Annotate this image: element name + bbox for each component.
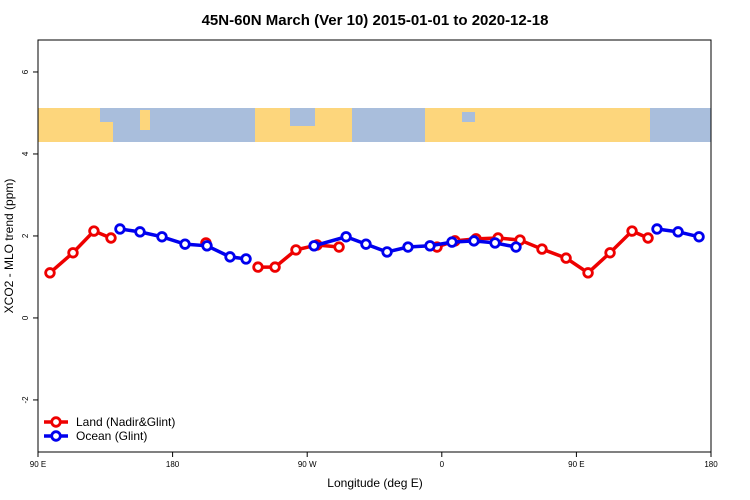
data-point <box>446 236 458 248</box>
legend-swatch <box>50 416 62 428</box>
data-point <box>114 223 126 235</box>
x-tick-label: 0 <box>440 460 445 469</box>
map-land <box>140 110 150 130</box>
map-band <box>38 108 711 142</box>
data-point <box>651 223 663 235</box>
data-point <box>134 226 146 238</box>
legend-swatch <box>50 430 62 442</box>
y-axis-label: XCO2 - MLO trend (ppm) <box>2 179 16 314</box>
data-point <box>626 225 638 237</box>
data-point <box>156 231 168 243</box>
y-tick-label: 6 <box>21 69 30 74</box>
data-point <box>333 241 345 253</box>
x-tick-label: 180 <box>166 460 180 469</box>
data-point <box>269 261 281 273</box>
x-tick-label: 90 E <box>30 460 46 469</box>
map-ocean <box>100 108 116 122</box>
data-point <box>381 246 393 258</box>
data-point <box>642 232 654 244</box>
data-point <box>424 240 436 252</box>
data-point <box>224 251 236 263</box>
legend: Land (Nadir&Glint)Ocean (Glint) <box>44 415 175 443</box>
map-ocean <box>462 112 475 122</box>
data-point <box>672 226 684 238</box>
map-ocean <box>352 108 425 142</box>
map-ocean <box>290 108 315 126</box>
data-point <box>489 237 501 249</box>
data-point <box>468 235 480 247</box>
map-ocean <box>113 108 255 142</box>
data-point <box>402 241 414 253</box>
x-tick-label: 180 <box>704 460 718 469</box>
x-tick-label: 90 E <box>568 460 584 469</box>
y-tick-label: 0 <box>21 315 30 320</box>
data-point <box>44 267 56 279</box>
legend-label: Land (Nadir&Glint) <box>76 415 175 429</box>
y-tick-label: -2 <box>21 396 30 404</box>
y-tick-label: 2 <box>21 233 30 238</box>
data-point <box>67 247 79 259</box>
data-point <box>88 225 100 237</box>
data-point <box>360 238 372 250</box>
data-point <box>693 231 705 243</box>
data-point <box>179 238 191 250</box>
data-point <box>510 241 522 253</box>
data-point <box>290 244 302 256</box>
data-point <box>560 252 572 264</box>
data-point <box>201 240 213 252</box>
data-point <box>536 243 548 255</box>
data-point <box>308 240 320 252</box>
chart-title: 45N-60N March (Ver 10) 2015-01-01 to 202… <box>202 12 549 29</box>
series-line <box>48 228 112 275</box>
plot-frame <box>37 39 712 453</box>
data-point <box>340 231 352 243</box>
legend-label: Ocean (Glint) <box>76 429 147 443</box>
data-point <box>604 247 616 259</box>
map-ocean <box>650 108 711 142</box>
data-point <box>240 253 252 265</box>
data-point <box>252 261 264 273</box>
x-axis-label: Longitude (deg E) <box>327 476 422 490</box>
x-tick-label: 90 W <box>298 460 317 469</box>
series-line <box>313 234 517 254</box>
data-point <box>105 232 117 244</box>
y-tick-label: 4 <box>21 151 30 156</box>
data-point <box>582 267 594 279</box>
